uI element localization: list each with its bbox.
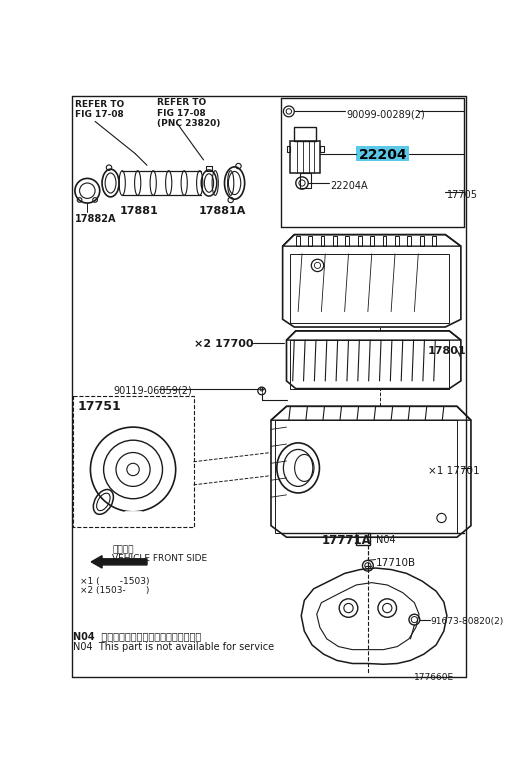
Bar [290,141,320,173]
Text: 91673-80820(2): 91673-80820(2) [430,617,504,625]
Bar [287,146,290,152]
Bar [320,146,324,152]
Bar [206,166,212,171]
Bar [290,254,449,323]
Text: VEHICLE FRONT SIDE: VEHICLE FRONT SIDE [112,554,207,563]
Bar [300,173,310,188]
Text: 90099-00289(2): 90099-00289(2) [346,109,425,119]
Bar [275,420,457,533]
Text: 車両前方: 車両前方 [112,545,134,554]
Text: 17751: 17751 [77,400,121,413]
Text: 90119-06859(2): 90119-06859(2) [114,386,193,396]
Bar [290,340,449,389]
Bar [356,533,370,545]
Text: 17801: 17801 [427,346,466,356]
Text: REFER TO
FIG 17-08
(PNC 23820): REFER TO FIG 17-08 (PNC 23820) [157,98,220,128]
Bar [294,127,316,141]
Text: ×1 (       -1503): ×1 ( -1503) [80,578,149,586]
Bar [356,146,409,161]
Text: 177660E: 177660E [414,673,455,682]
Text: 22204A: 22204A [331,180,369,190]
Bar [74,396,194,527]
Text: ×2 17700: ×2 17700 [194,339,253,349]
Text: ×2 (1503-       ): ×2 (1503- ) [80,587,149,595]
Text: ×1 17701: ×1 17701 [428,466,480,476]
Text: 17881A: 17881A [199,206,246,216]
Text: 22204: 22204 [359,148,407,162]
Text: 17710B: 17710B [375,558,416,568]
Text: 17882A: 17882A [75,214,117,223]
Text: N04  この部品については補給していません: N04 この部品については補給していません [74,631,202,641]
Text: REFER TO
FIG 17-08: REFER TO FIG 17-08 [75,100,124,119]
Text: N04: N04 [375,535,395,545]
FancyArrow shape [91,556,147,568]
Text: 17881: 17881 [120,206,159,216]
Text: N04  This part is not available for service: N04 This part is not available for servi… [74,642,275,652]
Text: 17771A: 17771A [321,534,371,547]
Text: 17705: 17705 [447,190,478,200]
